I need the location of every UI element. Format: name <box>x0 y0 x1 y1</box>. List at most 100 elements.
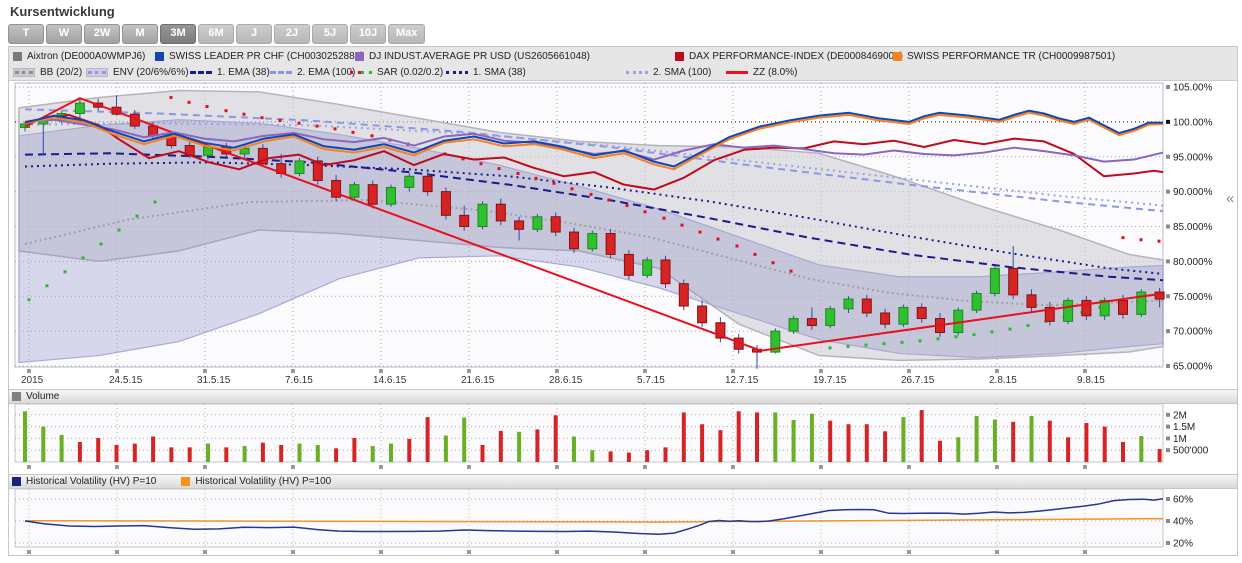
legend-series-item[interactable]: DJ INDUST.AVERAGE PR USD (US2605661048) <box>355 51 675 62</box>
x-axis-tick <box>555 550 559 554</box>
candle-body <box>806 318 817 327</box>
zigzag-line <box>24 97 1164 352</box>
period-button-m[interactable]: M <box>122 24 158 44</box>
sar-dot-red <box>297 121 301 125</box>
volume-bar <box>206 443 210 462</box>
candle-body <box>770 330 781 353</box>
x-axis-tick <box>1083 369 1087 373</box>
x-axis-tick <box>27 369 31 373</box>
period-button-2j[interactable]: 2J <box>274 24 310 44</box>
legend-indicator-item[interactable]: BB (20/2) <box>13 67 86 78</box>
indicator-line <box>446 70 468 74</box>
x-axis-label: 28.6.15 <box>549 375 583 386</box>
volume-bar <box>572 436 576 462</box>
period-button-2w[interactable]: 2W <box>84 24 120 44</box>
volume-bar <box>700 424 705 462</box>
volume-bar <box>480 445 485 462</box>
volume-bar <box>645 450 650 462</box>
legend-indicator-label: 1. EMA (38) <box>217 66 270 78</box>
volume-bar <box>846 424 851 462</box>
candle-body <box>916 306 927 320</box>
series-color-swatch <box>893 51 902 61</box>
series-color-swatch <box>155 51 164 61</box>
volume-bar <box>626 452 631 462</box>
volume-bar <box>407 438 412 462</box>
legend-indicator-label: SAR (0.02/0.2) <box>377 66 444 78</box>
candle-body <box>312 160 323 181</box>
volume-bar <box>41 426 46 462</box>
volume-bar <box>1047 420 1052 462</box>
period-button-6m[interactable]: 6M <box>198 24 234 44</box>
candle-body <box>1026 294 1037 308</box>
sar-dot-red <box>625 204 629 208</box>
indicator-swatch-band <box>86 67 108 77</box>
period-button-j[interactable]: J <box>236 24 272 44</box>
x-axis-tick <box>379 465 383 469</box>
legend-series-item[interactable]: Aixtron (DE000A0WMPJ6) <box>13 51 155 62</box>
x-axis-label: 26.7.15 <box>901 375 935 386</box>
candle-body <box>349 184 360 198</box>
legend-series-item[interactable]: SWISS PERFORMANCE TR (CH0009987501) <box>893 51 1115 62</box>
period-button-max[interactable]: Max <box>388 24 426 44</box>
x-axis-tick <box>819 550 823 554</box>
hv-legend-label: Historical Volatility (HV) P=10 <box>26 476 157 487</box>
legend-series-item[interactable]: DAX PERFORMANCE-INDEX (DE0008469008) <box>675 51 903 62</box>
candle-body <box>459 214 470 227</box>
candle-body <box>569 231 579 250</box>
y-axis-tick <box>1166 424 1170 429</box>
y-axis-tick <box>1166 364 1170 368</box>
y-axis-tick <box>1166 541 1170 545</box>
x-axis-tick <box>643 465 647 469</box>
period-button-t[interactable]: T <box>8 24 44 44</box>
volume-tick-label: 500'000 <box>1173 446 1209 457</box>
candle-body <box>971 292 982 311</box>
legend-indicator-item[interactable]: SAR (0.02/0.2) <box>350 67 446 78</box>
sar-dot-red <box>242 112 246 116</box>
sar-dot-green <box>990 330 994 334</box>
price-chart: 105.00% 100.00% 95.000% 90.000% 85.000% 80.00… <box>14 82 1213 386</box>
x-axis-tick <box>995 465 999 469</box>
legend-series-row: Aixtron (DE000A0WMPJ6) SWISS LEADER PR CH… <box>13 48 1233 64</box>
volume-bar <box>1029 415 1034 462</box>
candle-body <box>843 298 854 310</box>
x-axis-tick <box>291 465 295 469</box>
sar-dot-green <box>81 256 85 260</box>
x-axis-tick <box>907 369 911 373</box>
candle-body <box>880 312 891 325</box>
legend-series-item[interactable]: SWISS LEADER PR CHF (CH0030252883) <box>155 51 364 62</box>
candle-body <box>1118 299 1128 315</box>
legend-indicator-item[interactable]: ENV (20/6%/6%) <box>86 67 190 78</box>
legend-indicator-item[interactable]: ZZ (8.0%) <box>726 67 797 78</box>
candle-body <box>495 203 506 222</box>
candle-body <box>660 259 671 285</box>
legend-indicator-item[interactable]: 1. EMA (38) <box>190 67 270 78</box>
sar-dot-red <box>479 162 483 166</box>
x-axis-tick <box>1083 550 1087 554</box>
x-axis-tick <box>731 369 735 373</box>
sar-dot-red <box>589 192 593 196</box>
period-button-10j[interactable]: 10J <box>350 24 386 44</box>
y-axis-label: 65.000% <box>1173 362 1213 373</box>
period-button-w[interactable]: W <box>46 24 82 44</box>
candle-body <box>678 283 689 307</box>
legend-indicator-item[interactable]: 2. SMA (100) <box>626 67 726 78</box>
collapse-panel-icon[interactable]: « <box>1226 190 1235 207</box>
volume-bar <box>974 415 979 462</box>
x-axis-label: 2015 <box>21 375 44 386</box>
band-dots <box>15 70 33 74</box>
volume-bar <box>608 451 613 462</box>
sar-dot-red <box>278 118 282 122</box>
legend-indicator-item[interactable]: 1. SMA (38) <box>446 67 626 78</box>
y-axis-tick <box>1166 412 1170 417</box>
series-color-swatch <box>13 51 22 61</box>
x-axis-tick <box>643 369 647 373</box>
swiss-leader-line <box>24 109 1163 168</box>
hv-legend-item[interactable]: Historical Volatility (HV) P=10 <box>9 476 156 487</box>
hv-legend-item[interactable]: Historical Volatility (HV) P=100 <box>178 476 331 487</box>
period-button-5j[interactable]: 5J <box>312 24 348 44</box>
period-button-3m[interactable]: 3M <box>160 24 196 44</box>
sar-dot-red <box>333 127 337 131</box>
legend-indicator-item[interactable]: 2. EMA (100) <box>270 67 355 78</box>
hv-color-swatch <box>181 477 191 486</box>
hv-tick-label: 20% <box>1173 539 1193 550</box>
